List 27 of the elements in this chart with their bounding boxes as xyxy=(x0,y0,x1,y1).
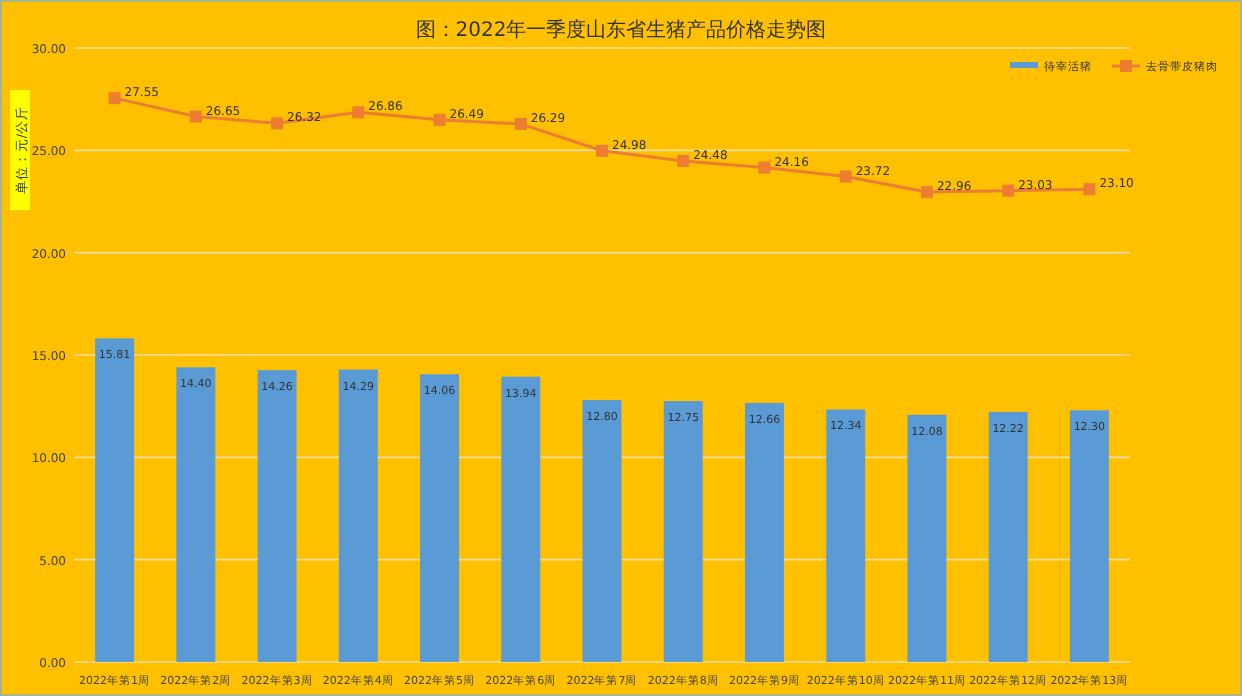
point xyxy=(677,154,690,167)
bar xyxy=(176,367,216,662)
point xyxy=(1002,184,1015,197)
bar xyxy=(826,409,866,662)
bar xyxy=(257,370,297,662)
bar xyxy=(95,338,135,662)
point xyxy=(514,117,527,130)
point xyxy=(352,106,365,119)
bar xyxy=(988,411,1028,662)
bar xyxy=(501,376,541,662)
bar xyxy=(1069,410,1109,662)
point xyxy=(839,170,852,183)
chart-title: 图：2022年一季度山东省生猪产品价格走势图 xyxy=(415,18,827,42)
point xyxy=(108,92,121,105)
point xyxy=(1083,183,1096,196)
point xyxy=(433,113,446,126)
bar xyxy=(663,401,703,662)
point xyxy=(758,161,771,174)
point xyxy=(271,117,284,130)
bar xyxy=(744,402,784,662)
bar xyxy=(420,374,460,662)
point xyxy=(596,144,608,157)
bar xyxy=(582,400,622,662)
point xyxy=(189,110,202,123)
point xyxy=(920,186,933,199)
bar xyxy=(907,414,947,662)
bar xyxy=(338,369,378,662)
